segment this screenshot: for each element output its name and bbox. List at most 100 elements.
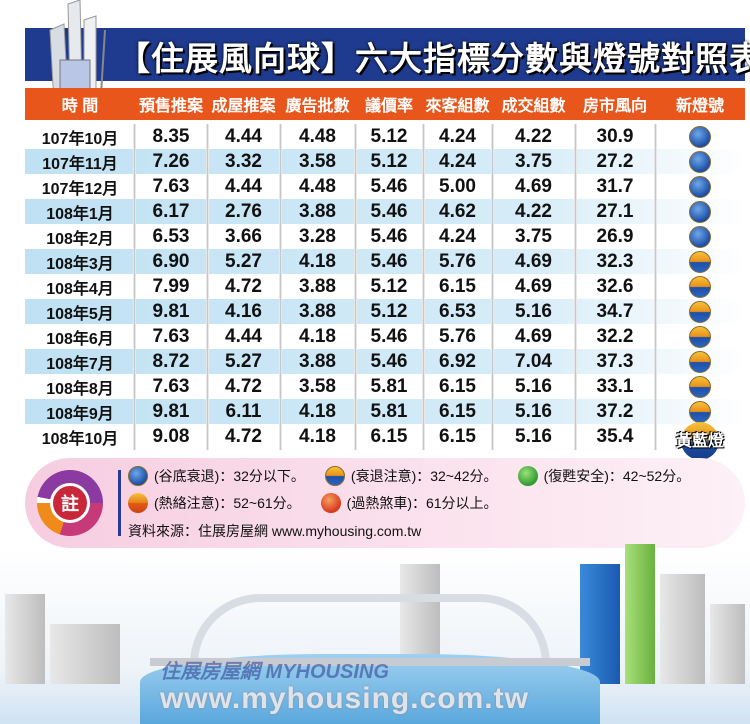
- cell-presale: 7.26: [152, 150, 190, 172]
- cell-bargain: 5.46: [370, 175, 408, 197]
- table-row: 108年7月 8.72 5.27 3.88 5.46 6.92 7.04 37.3: [25, 349, 745, 374]
- cell-presale: 8.35: [152, 125, 190, 147]
- cell-lamp: [655, 225, 745, 248]
- cell-ads: 4.18: [299, 400, 336, 422]
- cell-market: 35.4: [596, 425, 634, 447]
- cell-completed: 4.44: [225, 175, 262, 197]
- cell-completed: 4.44: [225, 125, 262, 147]
- cell-time: 108年9月: [46, 405, 114, 423]
- cell-bargain: 5.12: [370, 275, 408, 297]
- cell-lamp: [655, 400, 745, 423]
- cell-visitors: 6.15: [439, 375, 476, 397]
- cell-deals: 4.22: [515, 200, 552, 222]
- cell-presale: 6.90: [152, 250, 190, 272]
- cell-market: 27.2: [596, 150, 634, 172]
- cell-market: 32.6: [596, 275, 634, 297]
- cell-ads: 4.48: [299, 175, 336, 197]
- yellow-blue-lamp-icon: [689, 400, 711, 423]
- cell-lamp: [655, 375, 745, 398]
- cell-completed: 4.16: [225, 300, 262, 322]
- cell-completed: 4.44: [225, 325, 262, 347]
- cell-time: 108年6月: [46, 330, 114, 348]
- cell-lamp: [655, 175, 745, 198]
- bridge-arch: [190, 594, 550, 664]
- cell-deals: 5.16: [515, 425, 552, 447]
- green-lamp-icon: [517, 466, 538, 486]
- cell-ads: 4.18: [299, 425, 336, 447]
- legend-line-1: (谷底衰退)：32分以下。 (衰退注意)：32~42分。 (復甦安全)：42~5…: [128, 466, 690, 486]
- cell-market: 37.2: [596, 400, 634, 422]
- cell-time: 108年10月: [41, 430, 119, 448]
- cell-deals: 3.75: [515, 225, 552, 247]
- column-divider: [491, 124, 494, 450]
- lamp-label: 黃藍燈: [675, 433, 725, 450]
- header-ads: 廣告批數: [285, 98, 350, 115]
- cell-market: 34.7: [596, 300, 634, 322]
- column-divider: [654, 124, 657, 450]
- cell-ads: 3.58: [299, 375, 336, 397]
- cell-bargain: 5.12: [370, 150, 408, 172]
- table-row: 108年5月 9.81 4.16 3.88 5.12 6.53 5.16 34.7: [25, 299, 745, 324]
- cell-completed: 4.72: [225, 275, 262, 297]
- cell-visitors: 6.15: [439, 400, 476, 422]
- cell-market: 32.3: [596, 250, 634, 272]
- table-row: 108年1月 6.17 2.76 3.88 5.46 4.62 4.22 27.1: [25, 199, 745, 224]
- yellow-blue-lamp-icon: [324, 466, 345, 486]
- cell-deals: 5.16: [515, 300, 552, 322]
- cell-bargain: 5.12: [370, 300, 408, 322]
- cell-deals: 4.69: [515, 275, 552, 297]
- red-lamp-icon: [320, 493, 341, 513]
- table-row: 107年11月 7.26 3.32 3.58 5.12 4.24 3.75 27.2: [25, 149, 745, 174]
- cell-deals: 4.22: [515, 125, 552, 147]
- table-row: 108年3月 6.90 5.27 4.18 5.46 5.76 4.69 32.3: [25, 249, 745, 274]
- yellow-red-lamp-icon: [128, 493, 148, 513]
- cell-lamp: 黃藍燈: [655, 422, 745, 460]
- blue-lamp-icon: [689, 125, 711, 148]
- cell-time: 108年2月: [46, 230, 114, 248]
- cell-deals: 5.16: [515, 375, 552, 397]
- cell-presale: 9.81: [152, 300, 190, 322]
- cell-deals: 4.69: [515, 325, 552, 347]
- cell-completed: 4.72: [225, 425, 262, 447]
- cell-time: 108年4月: [46, 280, 114, 298]
- cityscape-illustration: 住展房屋網 MYHOUSING www.myhousing.com.tw: [0, 544, 750, 724]
- cell-time: 108年5月: [46, 305, 114, 323]
- table-row: 108年8月 7.63 4.72 3.58 5.81 6.15 5.16 33.1: [25, 374, 745, 399]
- cell-visitors: 4.24: [439, 150, 476, 172]
- cell-time: 108年7月: [46, 355, 114, 373]
- cell-visitors: 6.15: [439, 275, 476, 297]
- building: [660, 574, 705, 684]
- cell-bargain: 5.46: [370, 250, 408, 272]
- note-icon: 註: [37, 470, 103, 536]
- column-divider: [354, 124, 357, 450]
- cell-bargain: 6.15: [370, 425, 408, 447]
- cell-ads: 4.48: [299, 125, 336, 147]
- cell-market: 32.2: [596, 325, 634, 347]
- cell-completed: 3.32: [225, 150, 262, 172]
- cell-market: 27.1: [596, 200, 634, 222]
- table-row: 108年10月 9.08 4.72 4.18 6.15 6.15 5.16 35.4 黃藍燈: [25, 422, 745, 460]
- cell-visitors: 5.76: [439, 250, 476, 272]
- cell-completed: 4.72: [225, 375, 262, 397]
- cell-bargain: 5.46: [370, 325, 408, 347]
- blue-lamp-icon: [689, 150, 711, 173]
- cell-market: 26.9: [596, 225, 634, 247]
- yellow-blue-lamp-icon: [689, 250, 711, 273]
- header-deals: 成交組數: [501, 98, 566, 115]
- column-divider: [422, 124, 425, 450]
- cell-ads: 3.58: [299, 150, 336, 172]
- header-completed: 成屋推案: [211, 98, 276, 115]
- cell-bargain: 5.46: [370, 350, 408, 372]
- building: [625, 544, 655, 684]
- cell-bargain: 5.46: [370, 200, 408, 222]
- cell-lamp: [655, 250, 745, 273]
- cell-lamp: [655, 125, 745, 148]
- blue-lamp-icon: [689, 225, 711, 248]
- header-bargain: 議價率: [364, 98, 413, 115]
- cell-time: 107年12月: [41, 180, 119, 198]
- logo-watermark: 住展房屋網 MYHOUSING: [160, 661, 389, 683]
- cell-time: 108年1月: [46, 205, 114, 223]
- bridge-deck: [150, 658, 590, 666]
- cell-presale: 9.08: [152, 425, 190, 447]
- cell-market: 37.3: [596, 350, 634, 372]
